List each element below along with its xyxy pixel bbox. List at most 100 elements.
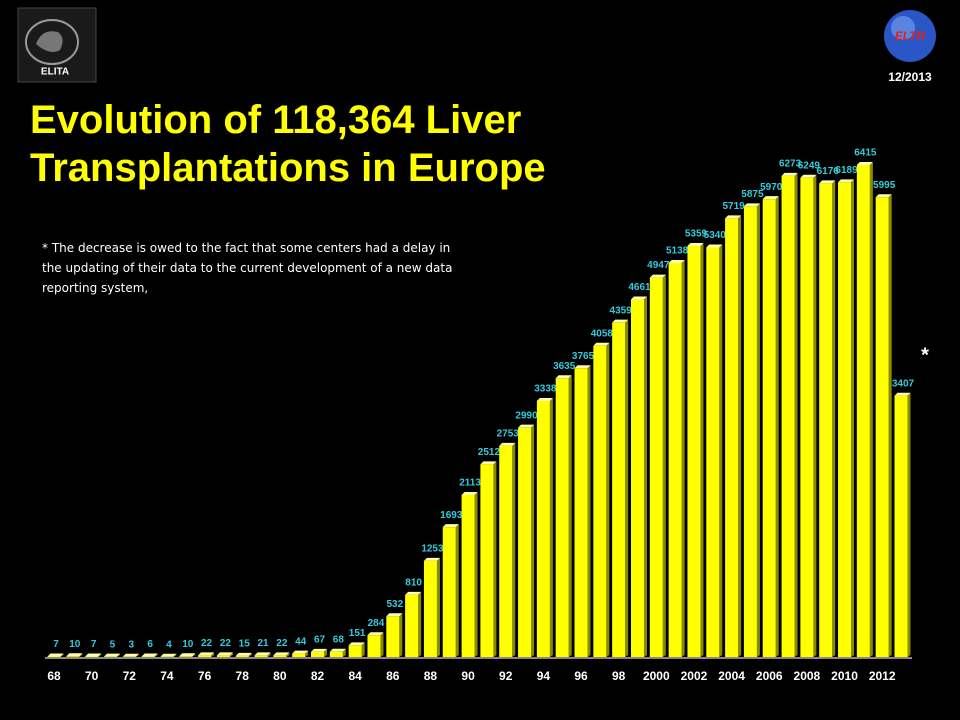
x-tick-label: 72 [123, 669, 137, 683]
bar-top [838, 179, 855, 183]
bar-side [474, 491, 478, 657]
bar-top [47, 653, 64, 657]
x-tick-label: 88 [424, 669, 438, 683]
value-label: 2753 [497, 428, 520, 439]
bar-top [856, 162, 873, 165]
bar-side [98, 653, 102, 657]
bar-top [141, 653, 158, 657]
x-tick-label: 80 [273, 669, 287, 683]
bar-top [687, 242, 704, 246]
logo-left-liver [36, 31, 63, 52]
bar [518, 427, 532, 657]
value-label: 3407 [892, 378, 915, 389]
bar [875, 197, 889, 657]
bar-side [851, 179, 855, 657]
bar [47, 656, 61, 657]
x-tick-label: 2012 [869, 669, 896, 683]
bar-top [103, 653, 120, 657]
bar [894, 395, 908, 657]
value-label: 6 [147, 639, 153, 650]
bar-side [606, 342, 610, 657]
bar [85, 656, 99, 657]
bar [668, 262, 682, 657]
bar-side [267, 652, 271, 657]
value-label: 6415 [854, 148, 877, 159]
bar-top [311, 648, 328, 652]
value-label: 22 [201, 638, 213, 649]
bar [687, 245, 701, 657]
value-label: 4359 [610, 305, 633, 316]
bar-side [79, 653, 83, 657]
bar-side [286, 652, 290, 657]
bar [819, 183, 833, 657]
bar [367, 635, 381, 657]
bar-top [706, 244, 723, 248]
bar [555, 378, 569, 657]
bar-top [875, 194, 892, 198]
bar-top [254, 652, 271, 656]
value-label: 4661 [628, 282, 651, 293]
value-label: 7 [53, 639, 59, 650]
bar-side [436, 557, 440, 657]
bar [781, 175, 795, 657]
bar [499, 445, 513, 657]
bar-side [813, 174, 817, 657]
bar [348, 645, 362, 657]
bar-top [593, 342, 610, 346]
bar-top [329, 648, 346, 652]
bar-side [888, 194, 892, 657]
x-tick-label: 92 [499, 669, 513, 683]
bar-side [342, 648, 346, 657]
bar-top [668, 259, 685, 263]
bar [292, 653, 306, 657]
value-label: 5970 [760, 182, 783, 193]
bar-top [725, 215, 742, 219]
value-label: 1693 [440, 510, 463, 521]
value-label: 4058 [591, 328, 614, 339]
x-tick-label: 86 [386, 669, 400, 683]
bar-side [60, 653, 64, 657]
value-label: 5719 [722, 201, 745, 212]
bar-side [662, 274, 666, 657]
bar-side [211, 652, 215, 657]
bar [480, 464, 494, 657]
bar-side [832, 180, 836, 657]
bar-side [380, 632, 384, 657]
bar-side [512, 442, 516, 657]
bar-top [555, 375, 572, 379]
bar-side [418, 591, 422, 657]
logo-left-text: ELITA [41, 67, 69, 78]
bar-side [248, 652, 252, 657]
bar [630, 299, 644, 657]
title-line: Transplantations in Europe [30, 146, 546, 190]
bar-top [819, 180, 836, 184]
bar-top [198, 652, 215, 656]
bar-side [531, 424, 535, 657]
bar [66, 656, 80, 657]
value-label: 3635 [553, 361, 576, 372]
value-label: 284 [368, 618, 385, 629]
x-tick-label: 2006 [756, 669, 783, 683]
value-label: 67 [314, 635, 326, 646]
bar-side [587, 365, 591, 657]
bar-top [612, 319, 629, 323]
x-tick-label: 90 [461, 669, 475, 683]
value-label: 4 [166, 639, 172, 650]
value-label: 810 [405, 578, 422, 589]
bar-side [869, 162, 873, 657]
bar [838, 182, 852, 657]
value-label: 5359 [685, 229, 708, 240]
bar-side [794, 172, 798, 657]
bar-top [800, 174, 817, 178]
bar-side [719, 244, 723, 657]
bar-side [173, 653, 177, 657]
value-label: 3 [129, 639, 135, 650]
value-label: 2113 [459, 478, 481, 489]
bar-top [499, 442, 516, 446]
value-label: 68 [333, 634, 345, 645]
bar-top [649, 274, 666, 278]
logo-right-shine [891, 16, 915, 40]
bar-side [775, 196, 779, 657]
bar-top [894, 392, 911, 396]
value-label: 10 [182, 639, 194, 650]
